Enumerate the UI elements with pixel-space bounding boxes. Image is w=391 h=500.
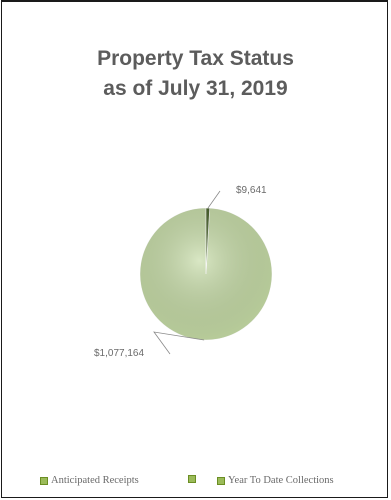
pie-slices [139,207,273,341]
legend-item-anticipated-receipts: Anticipated Receipts [40,475,139,486]
chart-legend: Anticipated Receipts Year To Date Collec… [40,475,380,491]
data-label-anticipated-receipts: $1,077,164 [94,348,144,359]
data-label-year-to-date-collections: $9,641 [236,185,267,196]
legend-label-anticipated-receipts: Anticipated Receipts [51,475,139,486]
chart-title: Property Tax Status as of July 31, 2019 [2,44,389,104]
leader-line [207,190,221,209]
legend-item-unlabeled [188,475,199,483]
data-labels: $9,641 $1,077,164 [94,185,267,359]
legend-label-year-to-date-collections: Year To Date Collections [228,475,334,486]
legend-item-year-to-date-collections: Year To Date Collections [217,475,334,486]
legend-swatch-anticipated-receipts [40,476,48,485]
chart-title-line-1: Property Tax Status [97,47,294,70]
chart-title-line-2: as of July 31, 2019 [103,77,288,100]
leader-lines [153,190,221,355]
leader-line [153,331,205,355]
legend-swatch-unlabeled [188,475,196,483]
pie-shading [140,208,272,340]
legend-swatch-year-to-date-collections [217,476,225,485]
